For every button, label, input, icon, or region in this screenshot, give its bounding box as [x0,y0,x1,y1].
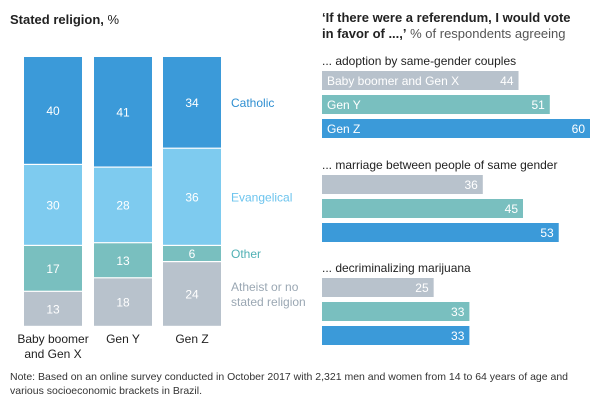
hbar-value-label: 44 [500,74,514,88]
hbar-gray_bar [322,175,483,194]
group-label: ... marriage between people of same gend… [322,158,557,172]
group-label: ... decriminalizing marijuana [322,261,471,275]
left-chart-title: Stated religion, % [10,12,120,27]
stack-segment-other [163,246,221,261]
category-label: Gen Z [175,332,208,346]
legend-label-atheist: stated religion [231,295,306,309]
hbar-value-label: 36 [464,178,478,192]
stack-segment-catholic [24,57,82,164]
hbar-teal_bar [322,199,523,218]
hbar-category-label: Baby boomer and Gen X [327,74,459,88]
hbar-blue_bar [322,119,590,138]
legend-label-evangelical: Evangelical [231,190,292,204]
segment-value-label: 17 [46,262,60,276]
segment-value-label: 24 [185,288,199,302]
legend-label-atheist: Atheist or no [231,280,299,294]
hbar-gray_bar [322,278,434,297]
hbar-value-label: 53 [540,226,554,240]
hbar-blue_bar [322,223,559,242]
stack-segment-atheist [24,291,82,326]
legend-label-catholic: Catholic [231,96,274,110]
hbar-value-label: 51 [531,98,545,112]
segment-value-label: 18 [116,296,130,310]
hbar-category-label: Gen Y [327,98,361,112]
segment-value-label: 13 [46,302,60,316]
right-chart-title: in favor of ...,’ % of respondents agree… [322,26,566,41]
hbar-value-label: 33 [451,329,465,343]
hbar-value-label: 45 [505,202,519,216]
hbar-gray_bar [322,71,519,90]
footnote: Note: Based on an online survey conducte… [10,371,569,397]
category-label: Gen Y [106,332,140,346]
segment-value-label: 34 [185,96,199,110]
segment-value-label: 30 [46,199,60,213]
stack-segment-other [94,243,152,278]
legend-label-other: Other [231,247,261,261]
hbar-blue_bar [322,326,470,345]
stack-segment-evangelical [24,165,82,245]
group-label: ... adoption by same-gender couples [322,54,516,68]
stack-segment-catholic [163,57,221,148]
stack-segment-catholic [94,57,152,167]
segment-value-label: 6 [189,247,196,261]
hbar-value-label: 33 [451,305,465,319]
segment-value-label: 40 [46,104,60,118]
segment-value-label: 28 [116,199,130,213]
category-label: and Gen X [24,347,81,361]
stack-segment-atheist [163,262,221,326]
stack-segment-other [24,246,82,291]
hbar-teal_bar [322,95,550,114]
segment-value-label: 36 [185,190,199,204]
hbar-teal_bar [322,302,470,321]
hbar-value-label: 25 [415,281,429,295]
hbar-value-label: 60 [572,122,586,136]
segment-value-label: 41 [116,105,130,119]
right-chart-title: ‘If there were a referendum, I would vot… [322,10,571,25]
category-label: Baby boomer [17,332,88,346]
hbar-category-label: Gen Z [327,122,360,136]
stack-segment-evangelical [163,148,221,245]
stack-segment-atheist [94,278,152,326]
segment-value-label: 13 [116,254,130,268]
stack-segment-evangelical [94,167,152,243]
